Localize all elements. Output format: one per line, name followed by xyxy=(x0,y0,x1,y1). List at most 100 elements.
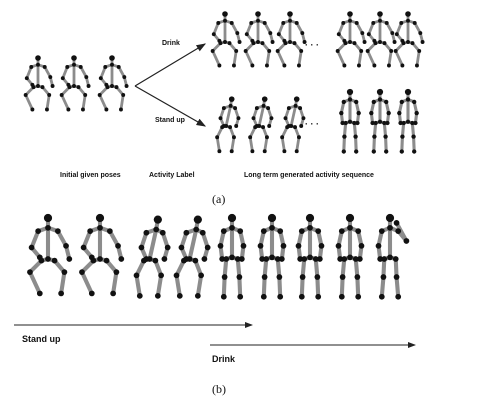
bone-lkn-lan xyxy=(400,135,404,154)
joint-neck xyxy=(72,62,76,67)
joint-lsh xyxy=(371,21,376,25)
joint-rwr xyxy=(393,220,400,226)
bone-rkn-ran xyxy=(384,135,388,154)
joint-lan xyxy=(220,293,227,300)
joint-lel xyxy=(276,32,281,37)
joint-rel xyxy=(122,75,127,79)
joint-rkn xyxy=(354,274,361,280)
joint-neck xyxy=(387,224,393,231)
joint-lan xyxy=(400,63,405,68)
joint-lel xyxy=(98,76,103,81)
joint-neck xyxy=(378,18,382,23)
joint-lkn xyxy=(59,93,64,97)
joint-ran xyxy=(265,63,269,68)
bone-rkn-ran xyxy=(297,49,303,67)
joint-rwr xyxy=(237,40,242,44)
joint-lan xyxy=(217,149,222,154)
joint-rsh xyxy=(229,21,234,25)
joint-rwr xyxy=(86,84,91,88)
joint-lwr xyxy=(297,256,304,262)
bone-lkn-lan xyxy=(221,274,227,299)
joint-lhip xyxy=(381,256,388,262)
joint-neck xyxy=(229,224,235,231)
joint-lsh xyxy=(399,21,404,25)
bone-lkn-lan xyxy=(339,274,345,299)
bone-lkn-lan xyxy=(60,93,70,111)
bone-lkn-lan xyxy=(134,273,142,298)
joint-head xyxy=(346,88,354,96)
joint-rel xyxy=(280,243,287,249)
joint-rsh xyxy=(354,21,359,25)
joint-lsh xyxy=(378,228,385,234)
bone-lsh-lel xyxy=(367,21,375,36)
joint-rhip xyxy=(274,256,281,262)
joint-lkn xyxy=(365,49,370,53)
bone-lkn-lan xyxy=(366,49,376,67)
joint-ran xyxy=(415,63,419,68)
joint-head xyxy=(404,88,412,96)
joint-lhip xyxy=(181,257,187,264)
joint-head xyxy=(345,213,355,223)
joint-lkn xyxy=(299,274,306,280)
joint-lkn xyxy=(210,49,215,53)
joint-rwr xyxy=(278,256,285,262)
bone-rkn-ran xyxy=(111,270,119,296)
joint-rsh xyxy=(54,228,61,234)
joint-lkn xyxy=(79,269,85,275)
joint-rhip xyxy=(410,120,415,126)
joint-head xyxy=(35,55,41,61)
joint-rsh xyxy=(266,106,271,111)
joint-lsh xyxy=(260,228,267,234)
joint-rwr xyxy=(238,256,245,262)
sequence-pose-2 xyxy=(79,213,125,297)
sequence-pose-9 xyxy=(375,213,410,300)
joint-rhip xyxy=(227,41,232,46)
sequence-pose-8 xyxy=(335,213,365,300)
joint-rsh xyxy=(412,21,417,25)
joint-ran xyxy=(45,107,49,112)
joint-lkn xyxy=(372,134,377,139)
bone-rhip-rkn xyxy=(352,121,358,139)
joint-lel xyxy=(335,243,342,249)
bone-lkn-lan xyxy=(244,49,254,67)
joint-head xyxy=(377,11,383,17)
joint-lhip xyxy=(343,41,348,46)
joint-lel xyxy=(339,110,344,116)
joint-lhip xyxy=(253,125,258,130)
ellipsis-bottom: · · · xyxy=(305,119,319,129)
bone-rkn-ran xyxy=(195,273,204,298)
joint-head xyxy=(43,213,53,223)
joint-lan xyxy=(36,290,43,297)
joint-hip xyxy=(97,256,103,262)
bone-rkn-ran xyxy=(45,93,51,111)
standup-gen-pose-3 xyxy=(280,96,306,154)
bone-rkn-ran xyxy=(412,135,416,154)
joint-rwr xyxy=(362,40,367,44)
ellipsis-top: · · · xyxy=(305,40,319,50)
joint-lhip xyxy=(373,41,378,46)
joint-ran xyxy=(119,107,123,112)
joint-rhip xyxy=(352,41,357,46)
joint-lkn xyxy=(400,134,405,139)
joint-rel xyxy=(236,116,241,121)
joint-lhip xyxy=(31,85,36,90)
joint-head xyxy=(287,11,293,17)
joint-neck xyxy=(153,226,160,233)
joint-rel xyxy=(356,110,361,116)
bone-rkn-ran xyxy=(81,93,87,111)
joint-hip xyxy=(223,40,227,44)
joint-head xyxy=(95,213,105,223)
joint-lhip xyxy=(38,257,45,264)
joint-lel xyxy=(394,32,399,37)
joint-rel xyxy=(84,75,89,79)
joint-lkn xyxy=(27,269,33,275)
joint-ran xyxy=(110,290,116,297)
joint-lwr xyxy=(259,256,266,262)
joint-rsh xyxy=(412,99,417,105)
bone-lsh-lel xyxy=(395,21,403,36)
sequence-pose-1 xyxy=(27,213,73,297)
joint-hip xyxy=(289,124,294,128)
joint-lsh xyxy=(371,99,376,105)
joint-head xyxy=(255,11,261,17)
